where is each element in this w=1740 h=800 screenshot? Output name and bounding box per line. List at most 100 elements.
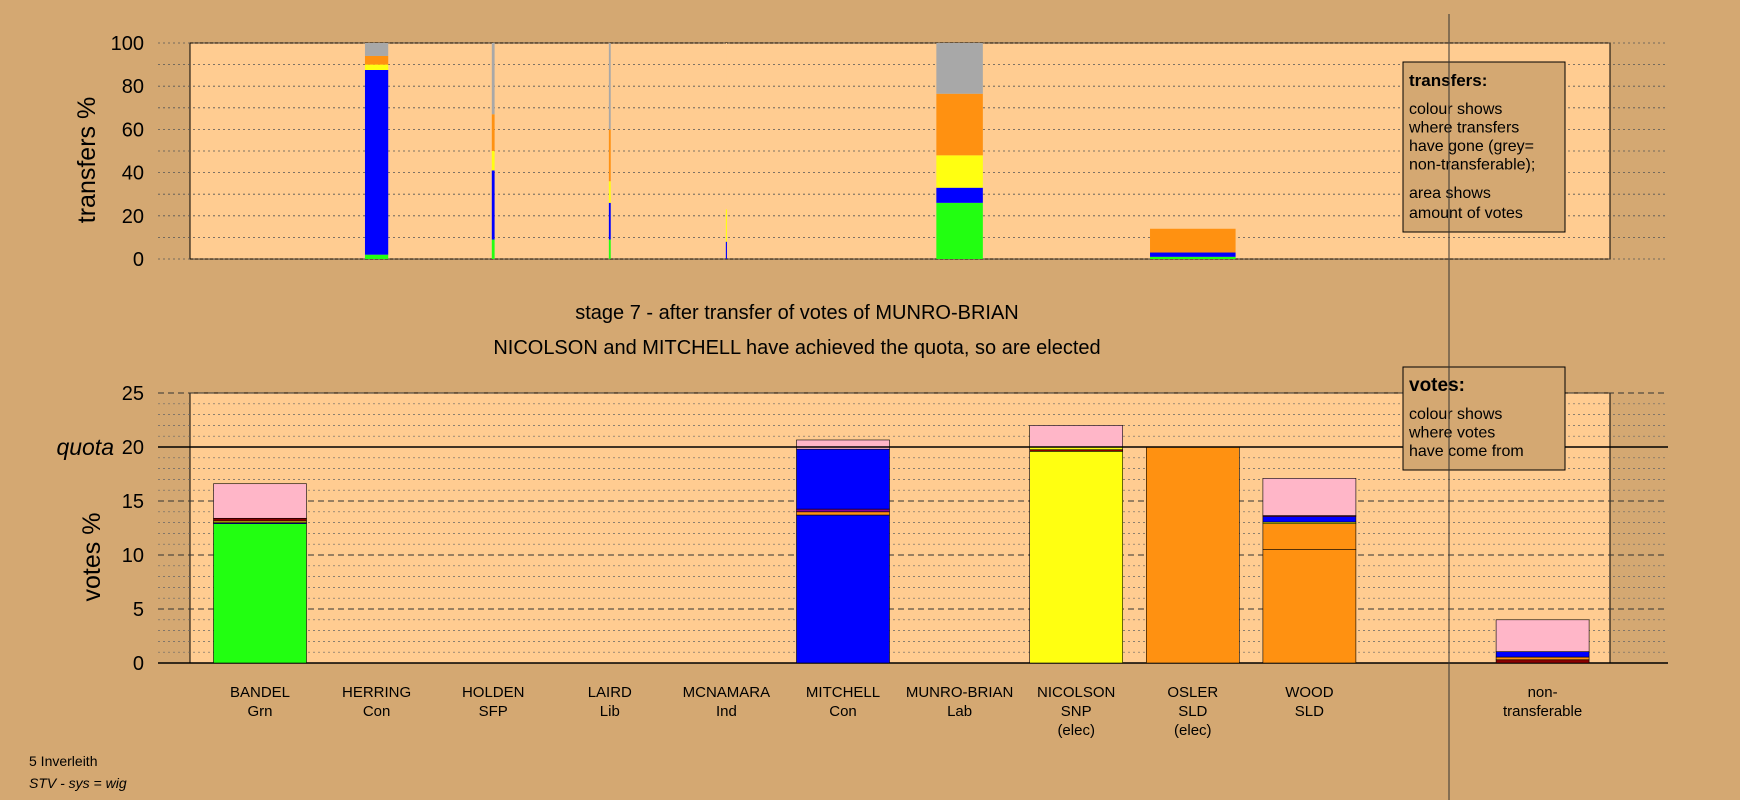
stage-subtitle: NICOLSON and MITCHELL have achieved the … <box>493 337 1100 359</box>
votes-bars <box>213 425 1590 664</box>
votes-legend-box: votes: colour shows where votes have come … <box>1402 366 1566 471</box>
transfer-bar-segment <box>491 239 495 259</box>
transfer-bar-segment <box>936 187 983 203</box>
nontransferable-label-line: transferable <box>1503 703 1582 720</box>
votes-plot-area <box>189 392 1611 664</box>
transfers-legend-frame <box>1402 61 1566 233</box>
candidate-label-line: BANDEL <box>230 684 290 701</box>
candidate-label-line: Con <box>363 703 391 720</box>
candidate-label-line: (elec) <box>1174 722 1212 739</box>
footer-system: STV - sys = wig <box>29 775 127 791</box>
transfers-y-axis-label: transfers % <box>73 97 101 223</box>
transfers-bars <box>364 43 1236 259</box>
votes-legend-title: votes: <box>1409 375 1465 396</box>
legend-line: where votes <box>1408 425 1495 442</box>
footer-ward: 5 Inverleith <box>29 753 97 769</box>
transfer-bar-segment <box>1150 228 1236 253</box>
transfers-legend-box: transfers: colour shows where transfers ha… <box>1402 61 1566 233</box>
legend-line: where transfers <box>1408 120 1519 137</box>
votes-y-tick-label: 5 <box>133 599 144 621</box>
legend-line: area shows <box>1409 185 1491 202</box>
votes-y-tick-label: 10 <box>122 545 144 567</box>
legend-line: non-transferable); <box>1409 157 1535 174</box>
candidate-label-line: SLD <box>1178 703 1207 720</box>
transfer-bar-segment <box>491 170 495 240</box>
vote-bar-segment <box>796 439 890 450</box>
transfers-legend-title: transfers: <box>1409 71 1487 90</box>
vote-bar-segment <box>1029 425 1123 448</box>
transfer-bar-segment <box>608 181 611 203</box>
quota-label: quota <box>56 434 114 460</box>
candidate-label-line: SNP <box>1061 703 1092 720</box>
transfers-grid <box>158 42 1668 260</box>
transfers-y-tick-label: 20 <box>122 206 144 228</box>
transfers-y-tick-label: 80 <box>122 76 144 98</box>
vote-bar-segment <box>213 517 307 522</box>
candidate-label-line: Con <box>829 703 857 720</box>
votes-y-tick-label: 0 <box>133 653 144 675</box>
transfer-bar-segment <box>936 93 983 156</box>
transfers-legend-text-1: colour shows where transfers have gone (gr… <box>1408 101 1535 174</box>
votes-panel: 0 5 10 15 20 25 quota votes % BANDEL Grn HERRIN… <box>56 366 1668 739</box>
transfer-bar-segment <box>364 70 389 255</box>
candidate-label-line: MITCHELL <box>806 684 880 701</box>
vote-bar-segment <box>1029 451 1123 664</box>
votes-y-tick-label: 15 <box>122 491 144 513</box>
vote-bar-segment <box>1495 659 1590 664</box>
transfer-bar-segment <box>491 114 495 151</box>
votes-y-ticks: 0 5 10 15 20 25 <box>122 383 144 675</box>
vote-bar-segment <box>796 508 890 513</box>
transfer-bar-segment <box>608 239 611 259</box>
legend-line: colour shows <box>1409 406 1502 423</box>
transfers-legend-text-2: area shows amount of votes <box>1409 185 1523 222</box>
transfer-bar-segment <box>491 151 495 171</box>
candidate-label-line: Lab <box>947 703 972 720</box>
vote-bar-segment <box>1262 516 1357 523</box>
vote-bar-segment <box>796 511 890 516</box>
candidate-label-line: HOLDEN <box>462 684 525 701</box>
candidate-label-line: OSLER <box>1167 684 1218 701</box>
transfers-y-tick-label: 100 <box>111 33 144 55</box>
candidate-label-line: (elec) <box>1057 722 1095 739</box>
stage-title: stage 7 - after transfer of votes of MUN… <box>575 302 1018 324</box>
votes-legend-text: colour shows where votes have come from <box>1408 406 1524 460</box>
transfer-bar-segment <box>608 129 611 182</box>
candidate-label-line: Ind <box>716 703 737 720</box>
candidate-label-line: SFP <box>479 703 508 720</box>
votes-y-tick-label: 25 <box>122 383 144 405</box>
transfer-bar-segment <box>936 202 983 259</box>
transfer-bar-segment <box>491 43 495 115</box>
candidate-label-line: LAIRD <box>588 684 632 701</box>
transfer-bar-segment <box>936 43 983 94</box>
candidate-label-line: SLD <box>1295 703 1324 720</box>
transfer-bar-segment <box>364 43 389 56</box>
candidate-label-line: WOOD <box>1285 684 1333 701</box>
vote-bar-segment <box>213 523 307 664</box>
vote-bar-segment <box>1262 523 1357 550</box>
legend-line: amount of votes <box>1409 205 1523 222</box>
transfers-y-tick-label: 0 <box>133 249 144 271</box>
transfer-bar-segment <box>364 55 389 65</box>
transfer-bar-segment <box>936 155 983 188</box>
vote-bar-segment <box>1262 478 1357 516</box>
legend-line: colour shows <box>1409 101 1502 118</box>
vote-bar-segment <box>1262 549 1357 664</box>
transfer-bar-segment <box>608 202 611 240</box>
transfers-y-tick-label: 40 <box>122 163 144 185</box>
transfer-bar-segment <box>725 241 727 259</box>
transfers-y-tick-label: 60 <box>122 119 144 141</box>
transfer-bar-segment <box>1150 252 1236 257</box>
transfer-bar-segment <box>1150 256 1236 259</box>
transfer-bar-segment <box>725 209 727 242</box>
vote-bar-segment <box>1495 619 1590 652</box>
vote-bar-segment <box>1495 651 1590 658</box>
transfer-bar-segment <box>364 254 389 259</box>
transfer-bar-segment <box>364 64 389 70</box>
votes-y-axis-label: votes % <box>78 513 106 602</box>
vote-bar-segment <box>796 514 890 664</box>
legend-line: have gone (grey= <box>1409 138 1534 155</box>
votes-legend-frame <box>1402 366 1566 471</box>
legend-line: have come from <box>1409 443 1524 460</box>
candidate-label-line: MUNRO-BRIAN <box>906 684 1014 701</box>
